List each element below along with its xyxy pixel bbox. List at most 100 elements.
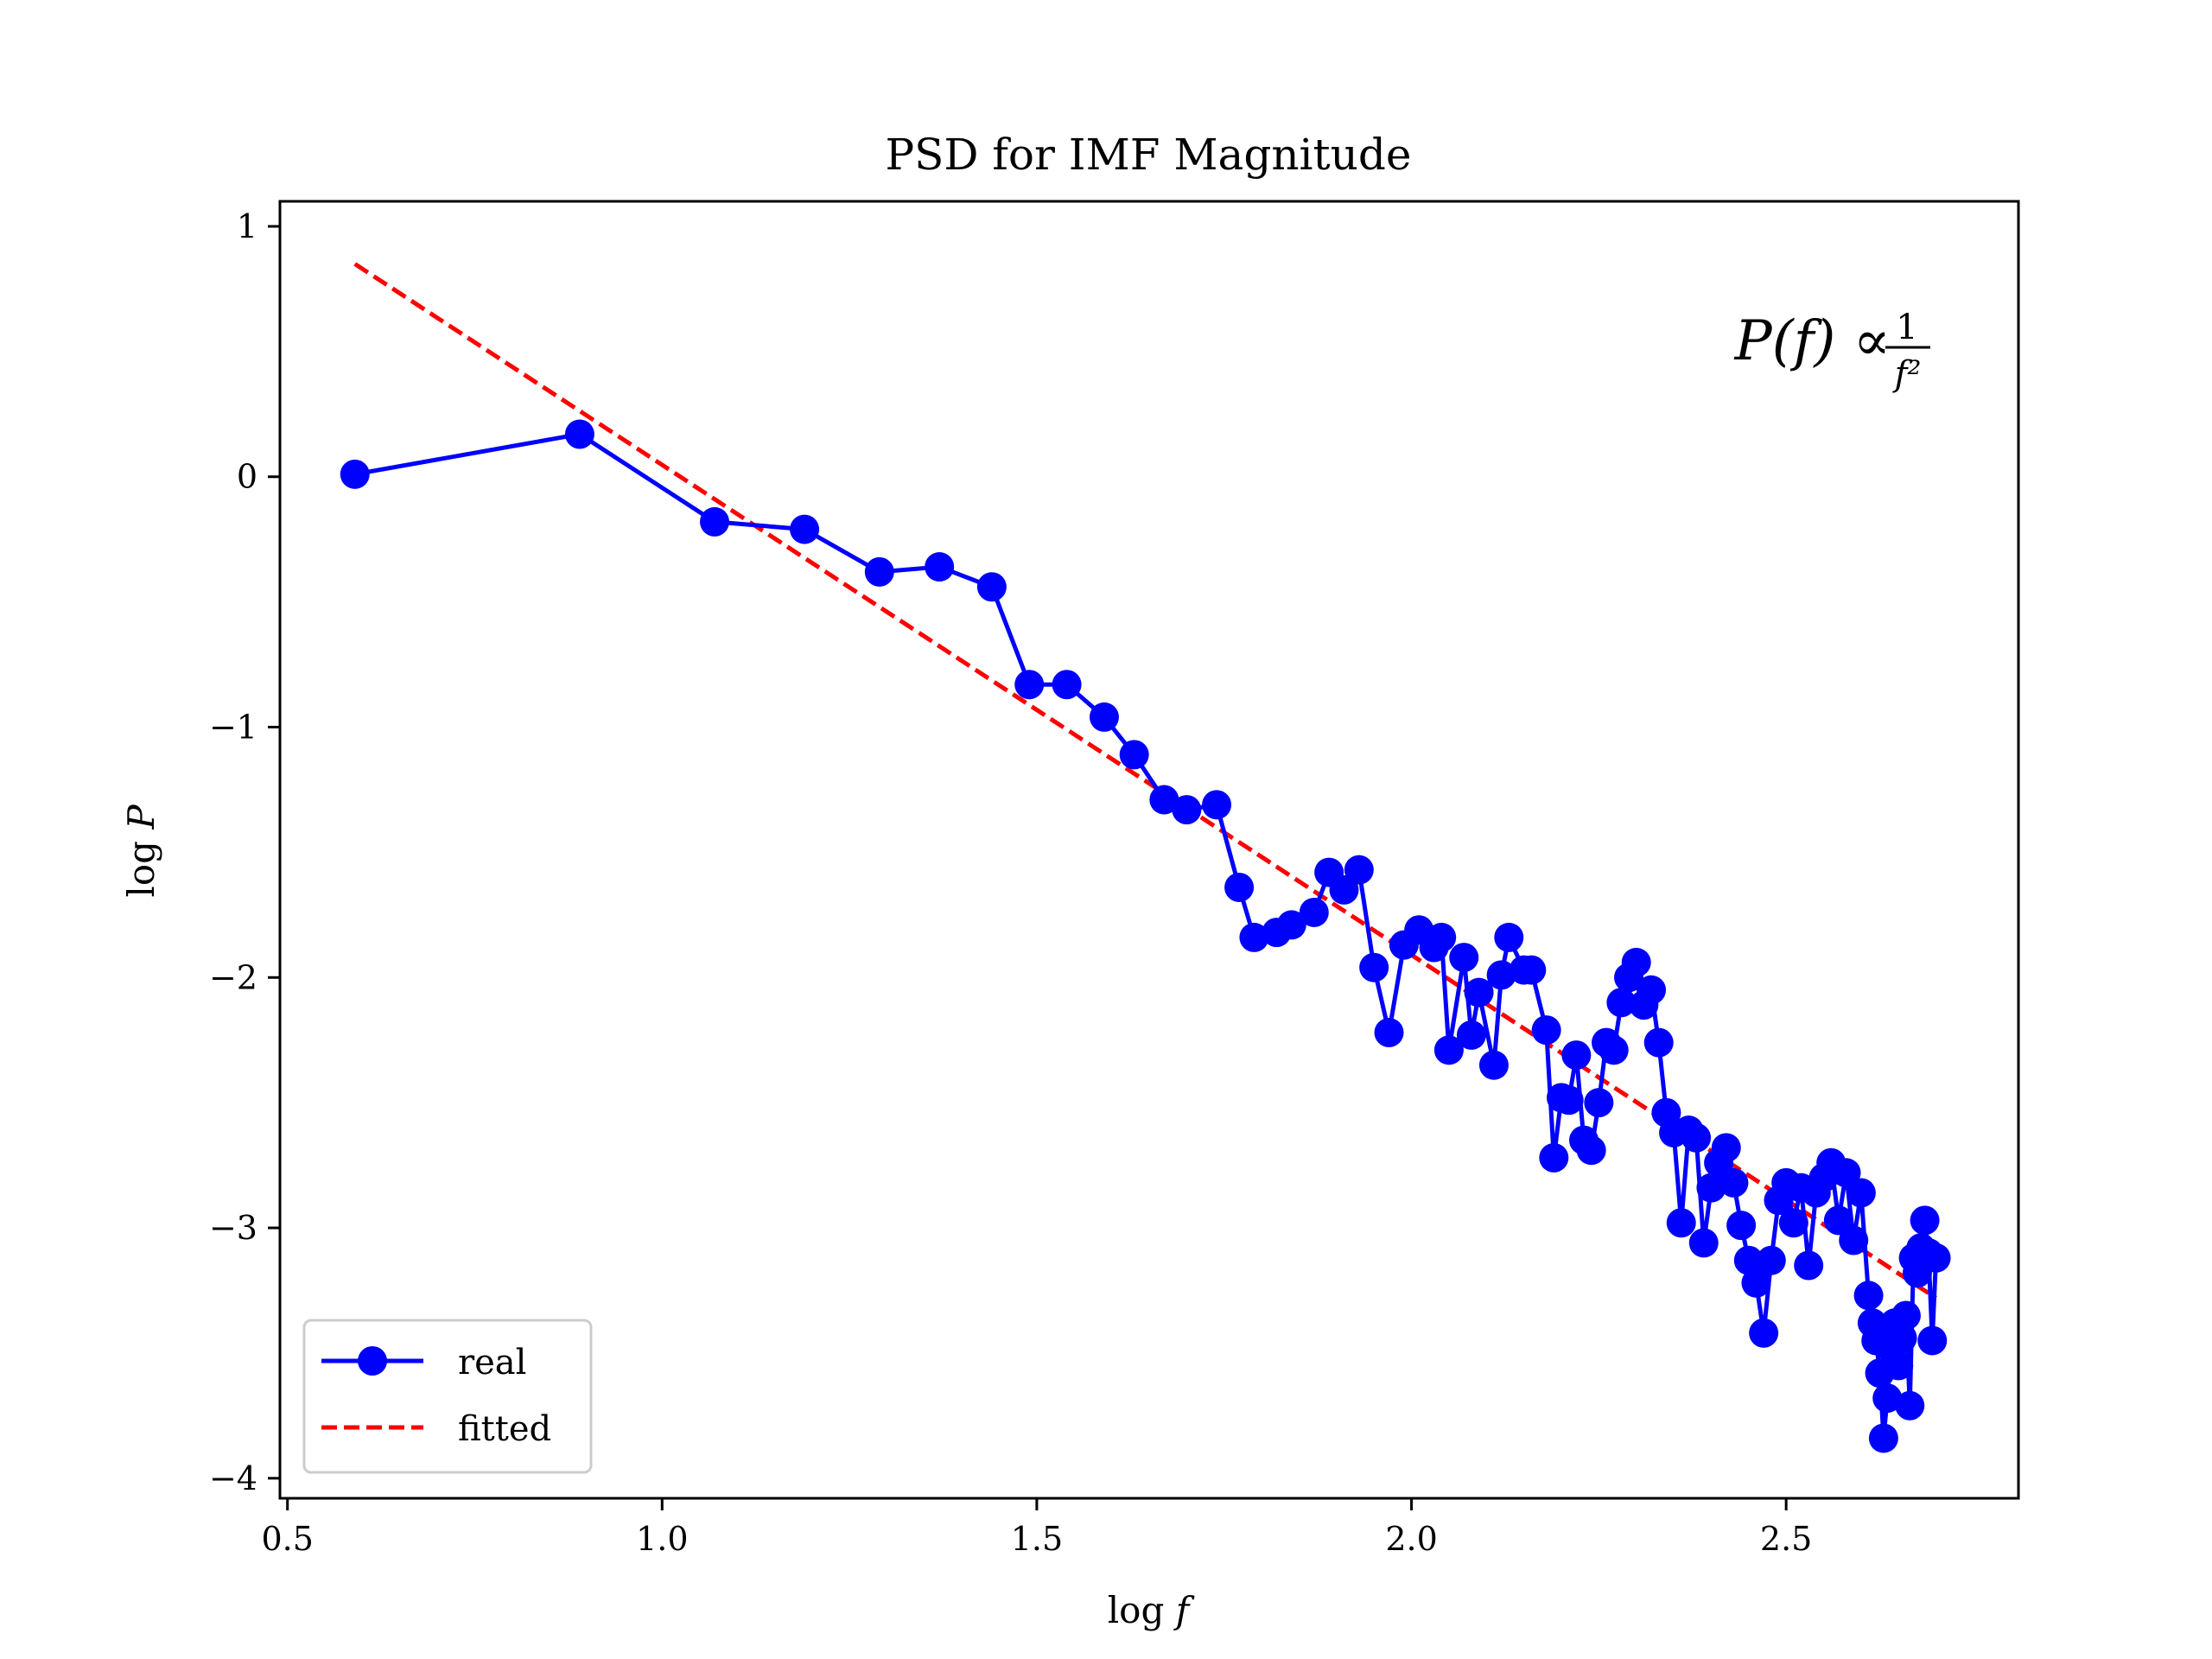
y-axis-label-func: log bbox=[120, 830, 162, 898]
real-point bbox=[1887, 1323, 1917, 1353]
real-point bbox=[1014, 670, 1045, 700]
real-point bbox=[1299, 897, 1329, 927]
real-point bbox=[1756, 1245, 1786, 1275]
real-point bbox=[790, 514, 820, 544]
annotation-denominator: f² bbox=[1892, 354, 1922, 394]
annotation-lhs: P(f) ∝ bbox=[1734, 309, 1891, 373]
real-point bbox=[1688, 1228, 1719, 1258]
real-point bbox=[976, 572, 1007, 602]
y-tick-label: −3 bbox=[209, 1209, 257, 1247]
real-point bbox=[1621, 947, 1651, 977]
real-point bbox=[1741, 1268, 1771, 1298]
real-point bbox=[1884, 1351, 1914, 1381]
real-point bbox=[1891, 1300, 1921, 1331]
real-point bbox=[1486, 960, 1516, 990]
x-tick-label: 1.0 bbox=[636, 1520, 688, 1558]
real-point bbox=[1666, 1208, 1696, 1238]
real-point bbox=[1726, 1211, 1757, 1241]
chart-title: PSD for IMF Magnitude bbox=[886, 130, 1412, 180]
legend-real-label: real bbox=[458, 1343, 526, 1382]
real-point bbox=[1052, 670, 1082, 700]
real-point bbox=[1531, 1015, 1561, 1046]
real-line bbox=[354, 431, 1939, 1440]
y-tick-label: −1 bbox=[209, 709, 257, 747]
real-point bbox=[700, 506, 729, 537]
y-tick-label: −2 bbox=[209, 958, 257, 996]
real-point bbox=[1681, 1122, 1712, 1153]
legend: real fitted bbox=[302, 1319, 593, 1474]
real-point bbox=[1872, 1383, 1903, 1414]
power-law-annotation: P(f) ∝ 1 f² bbox=[1734, 308, 1930, 394]
real-point bbox=[1831, 1158, 1861, 1188]
x-tick-label: 2.5 bbox=[1760, 1520, 1812, 1558]
real-point bbox=[1823, 1205, 1853, 1236]
real-point bbox=[1917, 1325, 1948, 1356]
real-series-layer bbox=[340, 419, 1951, 1453]
real-point bbox=[1119, 740, 1149, 770]
real-point bbox=[1606, 988, 1637, 1018]
real-point bbox=[1778, 1208, 1808, 1238]
x-axis-label: log f bbox=[1108, 1589, 1195, 1631]
legend-box bbox=[302, 1319, 593, 1474]
x-axis: 0.5 1.0 1.5 2.0 2.5 bbox=[261, 1498, 1812, 1558]
real-point bbox=[1643, 1027, 1674, 1058]
real-point bbox=[1561, 1040, 1592, 1071]
real-point bbox=[1637, 975, 1667, 1005]
real-point bbox=[1344, 855, 1374, 885]
real-point bbox=[1921, 1243, 1951, 1273]
real-point bbox=[1149, 785, 1179, 815]
real-point bbox=[1584, 1088, 1614, 1118]
real-point bbox=[1494, 922, 1524, 952]
real-point bbox=[1456, 1020, 1486, 1050]
real-point bbox=[564, 419, 594, 449]
y-tick-label: 1 bbox=[237, 207, 257, 245]
real-point bbox=[1599, 1035, 1629, 1065]
real-point bbox=[1711, 1133, 1741, 1163]
annotation-numerator: 1 bbox=[1896, 308, 1917, 347]
real-point bbox=[1696, 1173, 1726, 1203]
x-axis-label-func: log bbox=[1108, 1589, 1176, 1631]
legend-fitted-label: fitted bbox=[458, 1409, 551, 1449]
real-point bbox=[1794, 1250, 1824, 1281]
y-tick-label: 0 bbox=[237, 458, 257, 496]
y-axis-label: log P bbox=[120, 804, 162, 898]
plot-area bbox=[278, 200, 2020, 1500]
plot-frame bbox=[278, 200, 2020, 1500]
x-tick-label: 2.0 bbox=[1385, 1520, 1437, 1558]
real-point bbox=[1089, 702, 1119, 732]
real-point bbox=[1276, 910, 1306, 940]
real-point bbox=[1749, 1318, 1779, 1348]
x-tick-label: 0.5 bbox=[261, 1520, 313, 1558]
real-point bbox=[1172, 795, 1202, 825]
real-point bbox=[1733, 1245, 1764, 1275]
y-tick-label: −4 bbox=[209, 1459, 257, 1497]
real-point bbox=[1719, 1167, 1749, 1198]
real-point bbox=[1910, 1205, 1940, 1236]
real-point bbox=[1478, 1050, 1509, 1080]
real-point bbox=[1516, 955, 1547, 985]
real-point bbox=[1427, 922, 1457, 952]
real-point bbox=[1839, 1225, 1869, 1255]
y-axis: 1 0 −1 −2 −3 −4 bbox=[209, 207, 280, 1497]
real-point bbox=[1853, 1281, 1884, 1311]
x-axis-label-var: f bbox=[1173, 1589, 1195, 1631]
real-point bbox=[1239, 922, 1269, 952]
real-point bbox=[1868, 1423, 1898, 1453]
real-point bbox=[864, 556, 894, 587]
real-point bbox=[1554, 1085, 1584, 1116]
real-point bbox=[1464, 977, 1494, 1007]
legend-real-marker bbox=[358, 1346, 387, 1376]
real-point bbox=[1449, 943, 1479, 973]
real-point bbox=[1224, 872, 1255, 902]
real-point bbox=[1539, 1142, 1569, 1173]
x-tick-label: 1.5 bbox=[1011, 1520, 1063, 1558]
real-point bbox=[925, 552, 955, 582]
real-point bbox=[1895, 1390, 1925, 1421]
real-point bbox=[1846, 1178, 1876, 1208]
real-point bbox=[340, 459, 370, 489]
real-point bbox=[1329, 874, 1359, 905]
real-point bbox=[1359, 952, 1389, 982]
real-point bbox=[1202, 790, 1232, 820]
real-point bbox=[1576, 1135, 1606, 1166]
